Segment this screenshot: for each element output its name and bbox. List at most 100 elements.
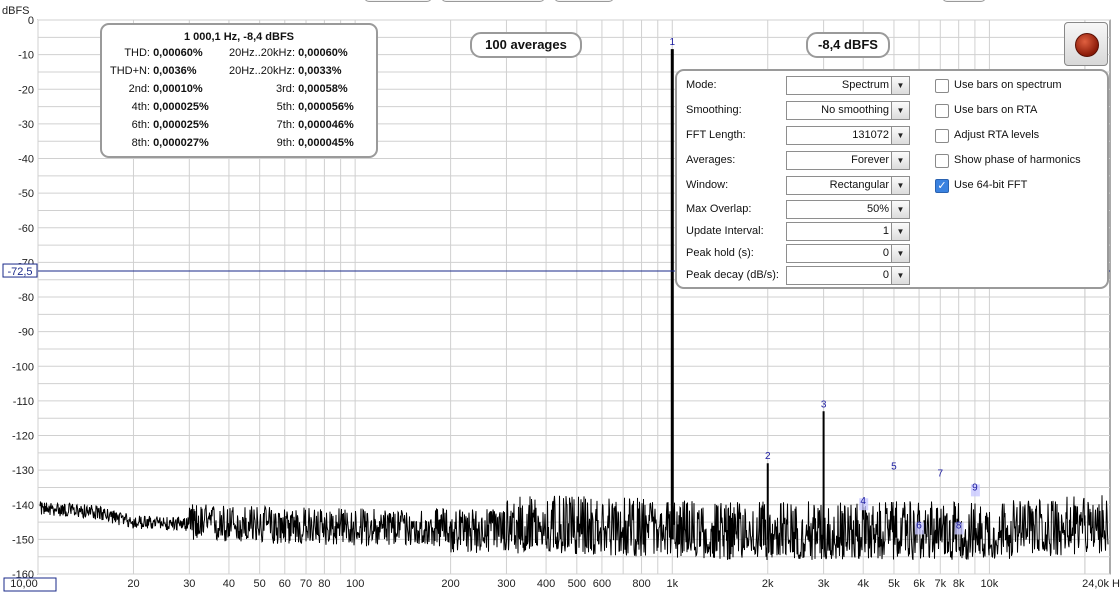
setting-select[interactable]: No smoothing ▼ [786, 101, 910, 120]
level-indicator: -8,4 dBFS [806, 32, 890, 58]
stat-label: THD: [124, 47, 150, 59]
stat-value: 0,0036% [153, 65, 197, 77]
setting-select[interactable]: 0 ▼ [786, 244, 910, 263]
y-tick-label: -60 [18, 223, 34, 235]
peak-marker-label: 2 [765, 451, 771, 462]
x-tick-label: 10,00 [10, 578, 38, 590]
distortion-stats-panel: 1 000,1 Hz, -8,4 dBFS THD: 0,00060% 20Hz.… [100, 23, 378, 158]
chevron-down-icon[interactable]: ▼ [891, 267, 909, 284]
setting-value: Spectrum [841, 79, 889, 91]
x-tick-label: 50 [254, 578, 266, 590]
setting-select[interactable]: 1 ▼ [786, 222, 910, 241]
checkbox[interactable]: ✓ [935, 179, 949, 193]
stat-cell: 5th: 0,000056% [220, 101, 354, 113]
setting-select[interactable]: Rectangular ▼ [786, 176, 910, 195]
x-tick-label: 40 [223, 578, 235, 590]
y-tick-label: -120 [12, 431, 34, 443]
checkbox-label: Adjust RTA levels [954, 129, 1040, 141]
stat-cell: 2nd: 0,00010% [102, 83, 203, 95]
chevron-down-icon[interactable]: ▼ [891, 127, 909, 144]
y-tick-label: -40 [18, 154, 34, 166]
y-axis-ticks: 0-10-20-30-40-50-60-70-80-90-100-110-120… [12, 15, 34, 581]
checkbox[interactable] [935, 129, 949, 143]
setting-label: Window: [686, 179, 729, 191]
x-tick-label: 800 [632, 578, 650, 590]
peak-marker-label: 4 [860, 496, 866, 507]
checkbox-label: Use bars on RTA [954, 104, 1038, 116]
noise-floor-trace [39, 495, 1109, 561]
stat-value: 0,00010% [153, 83, 203, 95]
x-tick-label: 7k [934, 578, 946, 590]
toolbar-button-1[interactable] [364, 0, 432, 2]
setting-select[interactable]: 131072 ▼ [786, 126, 910, 145]
stat-value: 0,000027% [153, 137, 209, 149]
record-icon [1075, 33, 1099, 57]
stat-label: 20Hz..20kHz: [228, 47, 295, 59]
setting-label: Mode: [686, 79, 717, 91]
stat-cell: 4th: 0,000025% [102, 101, 209, 113]
x-tick-label: 20 [127, 578, 139, 590]
stat-value: 0,00060% [298, 47, 348, 59]
stats-header: 1 000,1 Hz, -8,4 dBFS [183, 31, 295, 43]
y-axis-label: dBFS [2, 5, 30, 17]
chevron-down-icon[interactable]: ▼ [891, 223, 909, 240]
setting-select[interactable]: 0 ▼ [786, 266, 910, 285]
x-tick-label: 500 [568, 578, 586, 590]
peak-marker-label: 7 [938, 469, 944, 480]
x-tick-label: 30 [183, 578, 195, 590]
x-tick-label: 400 [537, 578, 555, 590]
setting-label: Max Overlap: [686, 203, 752, 215]
x-tick-label: 5k [888, 578, 900, 590]
chevron-down-icon[interactable]: ▼ [891, 245, 909, 262]
setting-label: Averages: [686, 154, 736, 166]
stat-value: 0,000045% [298, 137, 354, 149]
stat-label: 7th: [276, 119, 295, 131]
chevron-down-icon[interactable]: ▼ [891, 77, 909, 94]
stat-cell: 3rd: 0,00058% [220, 83, 348, 95]
stat-cell: 20Hz..20kHz: 0,00060% [220, 47, 348, 59]
harmonic-peaks: 1 2 3 4 5 6 7 8 9 [669, 37, 980, 540]
peak-marker-box [954, 522, 964, 535]
cursor-label: -72,5 [7, 266, 32, 278]
peak-marker-label: 8 [956, 520, 962, 531]
stat-value: 0,000025% [153, 119, 209, 131]
stat-cell: 6th: 0,000025% [102, 119, 209, 131]
chevron-down-icon[interactable]: ▼ [891, 152, 909, 169]
x-tick-label: 600 [593, 578, 611, 590]
chevron-down-icon[interactable]: ▼ [891, 177, 909, 194]
stat-value: 0,000056% [298, 101, 354, 113]
setting-value: 50% [866, 203, 889, 215]
checkbox[interactable] [935, 104, 949, 118]
y-tick-label: -90 [18, 327, 34, 339]
toolbar-button-4[interactable] [942, 0, 986, 2]
stat-cell: THD+N: 0,0036% [102, 65, 197, 77]
checkbox[interactable] [935, 79, 949, 93]
setting-select[interactable]: 50% ▼ [786, 200, 910, 219]
toolbar-button-2[interactable] [441, 0, 545, 2]
setting-value: Forever [851, 154, 889, 166]
setting-label: Update Interval: [686, 225, 764, 237]
setting-select[interactable]: Spectrum ▼ [786, 76, 910, 95]
stat-label: 9th: [276, 137, 295, 149]
x-tick-label: 60 [279, 578, 291, 590]
stat-value: 0,0033% [298, 65, 342, 77]
setting-select[interactable]: Forever ▼ [786, 151, 910, 170]
noise-floor-line [39, 495, 1109, 561]
peak-marker-label: 6 [916, 520, 922, 531]
chevron-down-icon[interactable]: ▼ [891, 201, 909, 218]
x-tick-label: 4k [857, 578, 869, 590]
chevron-down-icon[interactable]: ▼ [891, 102, 909, 119]
record-button[interactable] [1064, 22, 1108, 66]
x-tick-label: 6k [913, 578, 925, 590]
checkbox[interactable] [935, 154, 949, 168]
setting-value: 0 [882, 269, 889, 281]
stat-cell: 9th: 0,000045% [220, 137, 354, 149]
y-tick-label: -150 [12, 534, 34, 546]
stat-value: 0,00060% [153, 47, 203, 59]
peak-marker-box [859, 498, 869, 511]
y-tick-label: -80 [18, 292, 34, 304]
stat-cell: 7th: 0,000046% [220, 119, 354, 131]
peak-marker-label: 3 [821, 399, 827, 410]
toolbar-button-3[interactable] [554, 0, 614, 2]
x-tick-label: 1k [666, 578, 678, 590]
